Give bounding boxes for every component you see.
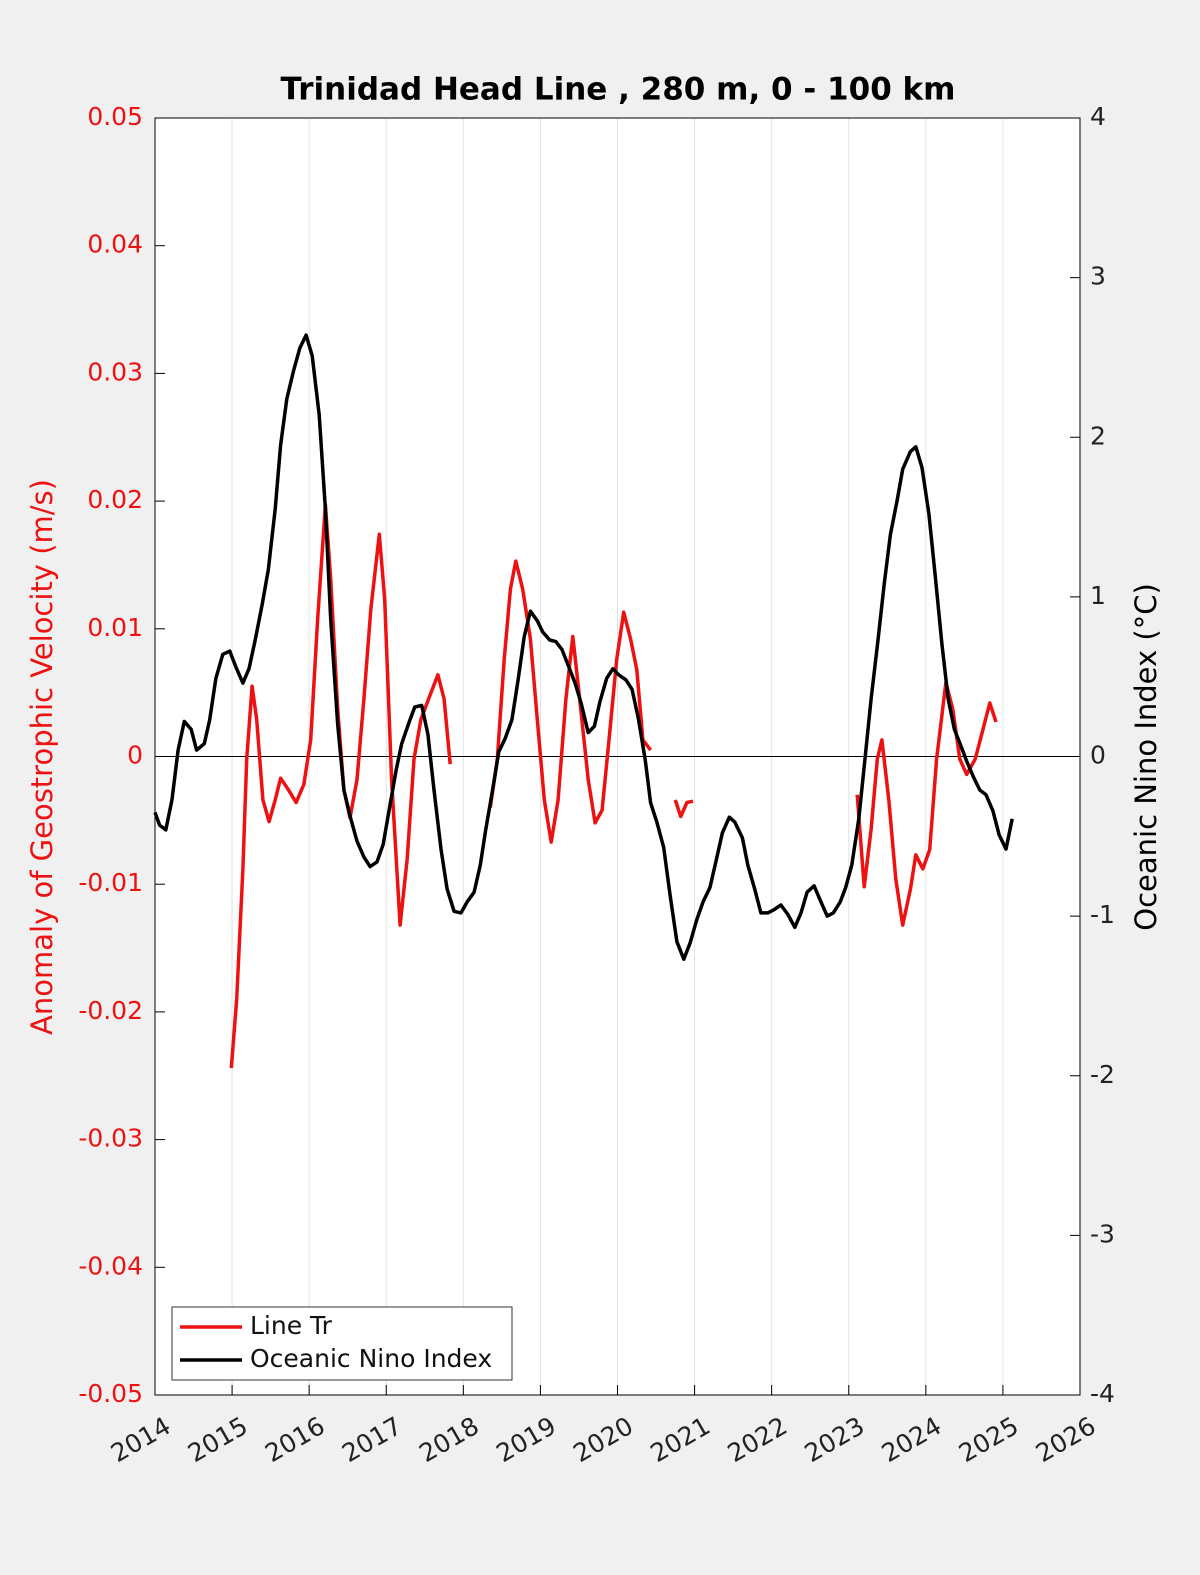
x-tick-label: 2021 (645, 1411, 715, 1468)
legend-box (171, 1306, 513, 1381)
y2-tick-label: -1 (1090, 900, 1115, 929)
x-tick-label: 2018 (414, 1411, 484, 1468)
x-tick-label: 2025 (954, 1411, 1024, 1468)
x-tick-label: 2024 (877, 1411, 947, 1468)
y2-tick-label: -3 (1090, 1219, 1115, 1248)
y-tick-label: 0.05 (87, 102, 143, 131)
y-tick-label: 0.04 (87, 230, 143, 259)
y-tick-label: -0.01 (78, 868, 143, 897)
y2-tick-label: 0 (1090, 741, 1106, 770)
y-tick-label: 0.02 (87, 485, 143, 514)
x-tick-label: 2020 (568, 1411, 638, 1468)
y-tick-label: -0.02 (78, 996, 143, 1025)
legend-label: Oceanic Nino Index (250, 1344, 492, 1373)
x-tick-label: 2026 (1031, 1411, 1101, 1468)
y-tick-label: -0.03 (78, 1124, 143, 1153)
y2-tick-label: 1 (1090, 581, 1106, 610)
y-tick-label: 0.03 (87, 357, 143, 386)
x-tick-label: 2019 (491, 1411, 561, 1468)
y-tick-label: -0.05 (78, 1379, 143, 1408)
x-tick-label: 2015 (183, 1411, 253, 1468)
y-tick-label: -0.04 (78, 1251, 143, 1280)
plot-frame (154, 117, 1081, 1396)
y-tick-label: 0 (127, 741, 143, 770)
chart-title: Trinidad Head Line , 280 m, 0 - 100 km (281, 72, 956, 108)
y2-tick-label: 3 (1090, 262, 1106, 291)
y-axis-label: Anomaly of Geostrophic Velocity (m/s) (25, 479, 59, 1035)
x-tick-label: 2023 (800, 1411, 870, 1468)
series-line (153, 333, 1014, 961)
x-tick-label: 2016 (260, 1411, 330, 1468)
y2-axis-label: Oceanic Nino Index (°C) (1129, 583, 1163, 931)
x-tick-label: 2014 (106, 1411, 176, 1468)
y2-tick-label: 2 (1090, 421, 1106, 450)
y2-tick-label: -2 (1090, 1060, 1115, 1089)
y2-tick-label: -4 (1090, 1379, 1115, 1408)
legend-label: Line Tr (250, 1311, 333, 1340)
y-tick-label: 0.01 (87, 613, 143, 642)
x-tick-label: 2022 (723, 1411, 793, 1468)
y2-tick-label: 4 (1090, 102, 1106, 131)
x-tick-label: 2017 (337, 1411, 407, 1468)
